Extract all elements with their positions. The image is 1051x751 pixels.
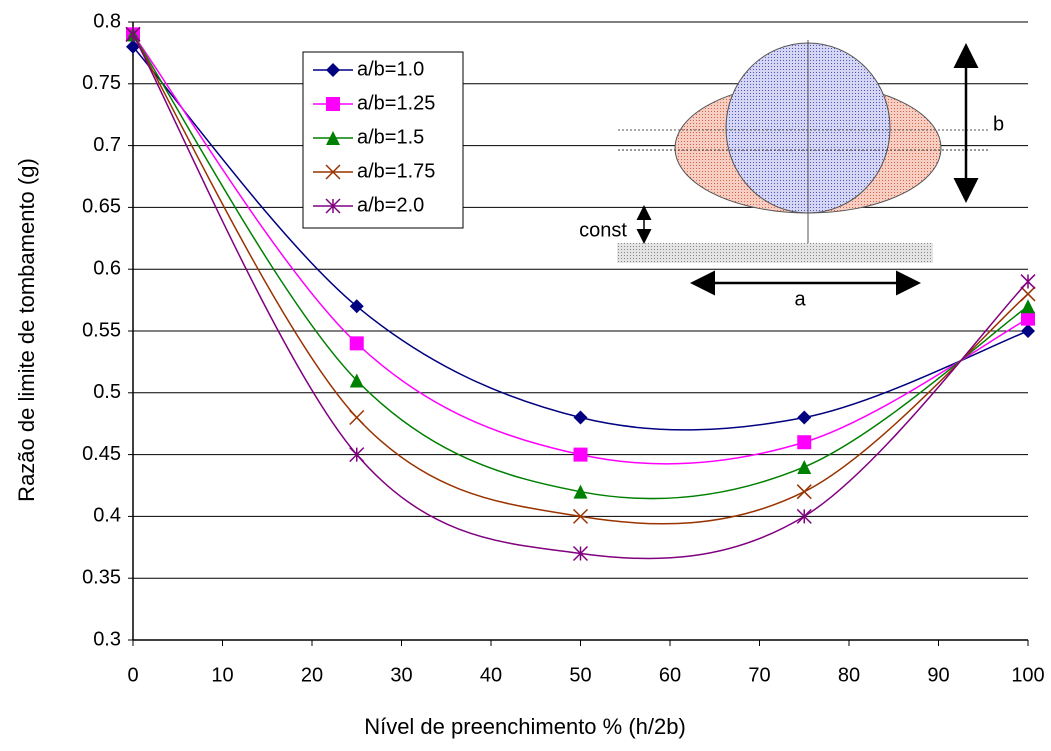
marker — [349, 409, 365, 426]
marker — [573, 410, 588, 425]
marker — [1021, 324, 1035, 338]
marker — [349, 373, 364, 388]
legend-marker — [326, 97, 340, 111]
marker — [797, 410, 812, 425]
x-tick-label: 50 — [569, 664, 591, 686]
series-line — [132, 33, 1029, 500]
legend-marker — [326, 131, 340, 145]
y-axis-label: Razão de limite de tombamento (g) — [14, 158, 39, 502]
annotation: b — [993, 113, 1004, 135]
marker — [1021, 299, 1035, 314]
legend-marker — [325, 198, 341, 214]
ground — [617, 243, 933, 263]
series-line — [132, 33, 1029, 465]
legend-label: a/b=1.0 — [357, 58, 424, 80]
x-tick-label: 20 — [301, 664, 323, 686]
y-tick-label: 0.4 — [93, 505, 121, 527]
legend-entry: a/b=1.75 — [313, 160, 435, 182]
y-tick-label: 0.55 — [82, 319, 121, 341]
marker — [125, 26, 141, 42]
y-tick-label: 0.3 — [93, 628, 121, 650]
legend-entry: a/b=2.0 — [313, 194, 424, 216]
marker — [797, 459, 812, 474]
y-tick-label: 0.35 — [82, 566, 121, 588]
x-tick-label: 0 — [127, 664, 138, 686]
marker — [1020, 274, 1036, 290]
marker — [796, 508, 812, 524]
x-tick-label: 80 — [838, 664, 860, 686]
legend-marker — [326, 63, 340, 77]
annotation: a — [794, 288, 806, 310]
marker — [349, 447, 365, 463]
marker — [573, 484, 588, 499]
marker — [126, 39, 140, 54]
y-tick-label: 0.8 — [93, 10, 121, 32]
legend-entry: a/b=1.0 — [313, 58, 424, 80]
legend-label: a/b=1.5 — [357, 126, 424, 148]
marker — [1021, 311, 1035, 326]
marker — [349, 299, 364, 314]
y-tick-label: 0.5 — [93, 381, 121, 403]
x-axis-label: Nível de preenchimento % (h/2b) — [364, 714, 686, 739]
series-line — [132, 33, 1029, 525]
legend-label: a/b=2.0 — [357, 194, 424, 216]
x-tick-label: 100 — [1011, 664, 1044, 686]
x-tick-label: 70 — [748, 664, 770, 686]
x-tick-label: 90 — [927, 664, 949, 686]
x-tick-label: 30 — [390, 664, 412, 686]
x-tick-label: 10 — [211, 664, 233, 686]
marker — [572, 508, 589, 524]
y-tick-label: 0.7 — [93, 134, 121, 156]
legend-label: a/b=1.25 — [357, 92, 435, 114]
marker — [797, 435, 812, 450]
legend-label: a/b=1.75 — [357, 160, 435, 182]
y-tick-label: 0.45 — [82, 443, 121, 465]
x-tick-label: 60 — [659, 664, 681, 686]
legend-entry: a/b=1.5 — [313, 126, 424, 148]
marker — [572, 545, 589, 562]
legend-entry: a/b=1.25 — [313, 92, 435, 114]
marker — [573, 447, 588, 462]
plot-area: 0.3 0.35 0.4 0.45 0.5 0.55 0.6 0.65 0.7 0.75 0.8 0 1… — [82, 10, 1045, 686]
y-tick-label: 0.65 — [82, 196, 121, 218]
marker — [349, 336, 364, 351]
series-line — [132, 34, 1029, 560]
inset-diagram: b a const — [579, 40, 1004, 310]
y-tick-label: 0.75 — [82, 72, 121, 94]
annotation: const — [579, 219, 627, 241]
marker — [796, 484, 812, 500]
legend-marker — [325, 164, 341, 180]
series-line — [132, 46, 1029, 431]
marker — [1020, 286, 1036, 302]
y-tick-label: 0.6 — [93, 257, 121, 279]
x-tick-label: 40 — [480, 664, 502, 686]
legend: a/b=1.0 a/b=1.25 a/b=1.5 a/b=1.75 a/b=2.0 — [302, 51, 464, 229]
